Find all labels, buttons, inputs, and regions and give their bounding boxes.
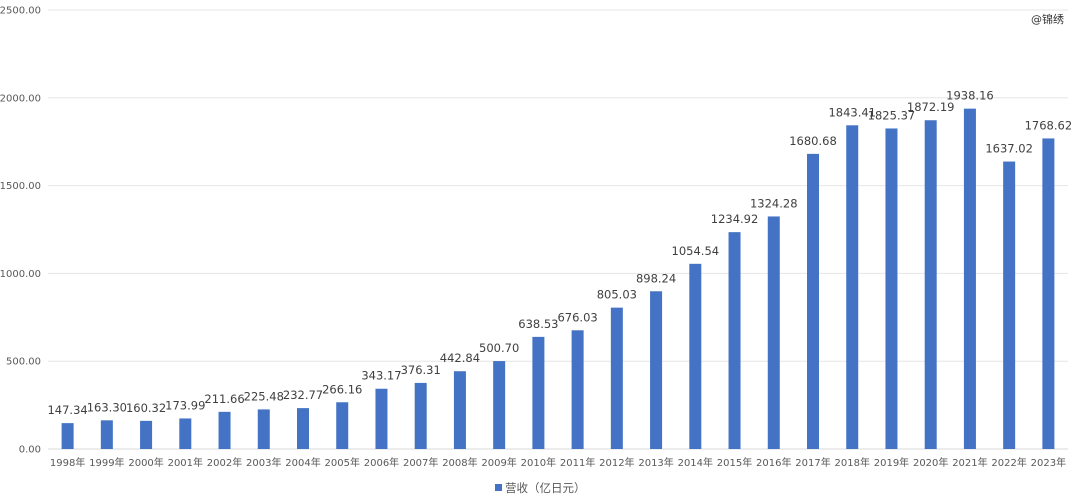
- bar: [100, 420, 113, 449]
- data-label: 1637.02: [985, 142, 1033, 156]
- data-label: 211.66: [204, 392, 244, 406]
- bar: [728, 232, 741, 449]
- bar: [140, 420, 153, 449]
- bar: [453, 371, 466, 449]
- data-label: 376.31: [401, 363, 441, 377]
- x-tick-label: 2017年: [795, 456, 830, 469]
- data-label: 266.16: [322, 382, 362, 396]
- bar: [963, 108, 976, 449]
- data-label: 1768.62: [1025, 118, 1073, 132]
- bar: [297, 408, 309, 449]
- bar: [846, 125, 859, 449]
- bars: [61, 108, 1055, 449]
- x-tick-label: 2004年: [285, 456, 320, 469]
- bar: [807, 153, 819, 449]
- data-label: 1324.28: [750, 196, 798, 210]
- bar: [885, 128, 898, 449]
- legend-swatch: [495, 484, 502, 491]
- x-tick-label: 2005年: [325, 456, 360, 469]
- x-tick-label: 2021年: [952, 456, 987, 469]
- y-tick-label: 2500.00: [0, 6, 41, 17]
- y-tick-label: 500.00: [6, 357, 41, 368]
- bar: [61, 423, 74, 449]
- data-label: 442.84: [440, 351, 480, 365]
- x-tick-label: 2020年: [913, 456, 948, 469]
- y-tick-label: 1000.00: [0, 269, 41, 280]
- x-tick-label: 2006年: [364, 456, 399, 469]
- bar: [571, 330, 584, 449]
- x-tick-label: 2011年: [560, 456, 595, 469]
- x-tick-label: 2007年: [403, 456, 438, 469]
- bar: [414, 382, 427, 449]
- data-label: 638.53: [518, 317, 558, 331]
- x-tick-label: 2000年: [128, 456, 163, 469]
- x-tick-label: 1999年: [89, 456, 124, 469]
- data-label: 1938.16: [946, 89, 994, 103]
- x-tick-label: 2015年: [717, 456, 752, 469]
- x-tick-label: 2003年: [246, 456, 281, 469]
- data-label: 147.34: [47, 403, 87, 417]
- data-label: 1872.19: [907, 100, 955, 114]
- data-label: 1054.54: [672, 244, 720, 258]
- data-label: 898.24: [636, 271, 676, 285]
- bar: [767, 216, 780, 449]
- data-label: 1234.92: [711, 212, 759, 226]
- x-tick-label: 2009年: [481, 456, 516, 469]
- data-label: 163.30: [87, 400, 127, 414]
- x-axis-ticks: 1998年 1999年 2000年 2001年 2002年 2003年 2004年 2005年…: [50, 456, 1066, 469]
- bar: [375, 388, 388, 449]
- bar: [493, 361, 506, 449]
- data-label: 676.03: [557, 310, 597, 324]
- gridlines: [48, 9, 1068, 450]
- legend-label: 营收（亿日元）: [505, 481, 586, 495]
- y-tick-label: 1500.00: [0, 181, 41, 192]
- x-tick-label: 2023年: [1031, 456, 1066, 469]
- x-tick-label: 2008年: [442, 456, 477, 469]
- data-label: 225.48: [244, 389, 284, 403]
- data-label: 160.32: [126, 401, 166, 415]
- x-tick-label: 2012年: [599, 456, 634, 469]
- bar: [218, 411, 231, 449]
- data-labels: 147.34163.30160.32173.99211.66225.48232.…: [47, 89, 1072, 417]
- bar: [1042, 138, 1055, 449]
- data-label: 343.17: [361, 369, 401, 383]
- bar: [532, 336, 545, 449]
- data-label: 173.99: [165, 398, 205, 412]
- data-label: 1680.68: [789, 134, 837, 148]
- bar: [610, 307, 623, 449]
- x-tick-label: 2002年: [207, 456, 242, 469]
- x-tick-label: 2013年: [638, 456, 673, 469]
- bar: [336, 402, 349, 449]
- bar: [689, 263, 702, 449]
- bar: [650, 291, 663, 449]
- bar: [1003, 161, 1016, 449]
- y-tick-label: 0.00: [19, 445, 41, 456]
- x-tick-label: 2019年: [874, 456, 909, 469]
- data-label: 1843.41: [828, 105, 876, 119]
- x-tick-label: 2001年: [168, 456, 203, 469]
- bar: [924, 120, 937, 449]
- data-label: 232.77: [283, 388, 323, 402]
- y-tick-label: 2000.00: [0, 93, 41, 104]
- bar: [257, 409, 270, 449]
- data-label: 805.03: [597, 288, 637, 302]
- bar: [179, 418, 192, 449]
- x-tick-label: 2010年: [521, 456, 556, 469]
- data-label: 1825.37: [868, 108, 916, 122]
- data-label: 500.70: [479, 341, 519, 355]
- x-tick-label: 2014年: [678, 456, 713, 469]
- x-tick-label: 2016年: [756, 456, 791, 469]
- x-tick-label: 1998年: [50, 456, 85, 469]
- x-tick-label: 2018年: [835, 456, 870, 469]
- x-tick-label: 2022年: [991, 456, 1026, 469]
- watermark: @锦绣: [1031, 12, 1064, 26]
- legend: 营收（亿日元）: [495, 481, 586, 495]
- y-axis-ticks: 0.00 500.00 1000.00 1500.00 2000.00 2500.00: [0, 6, 41, 456]
